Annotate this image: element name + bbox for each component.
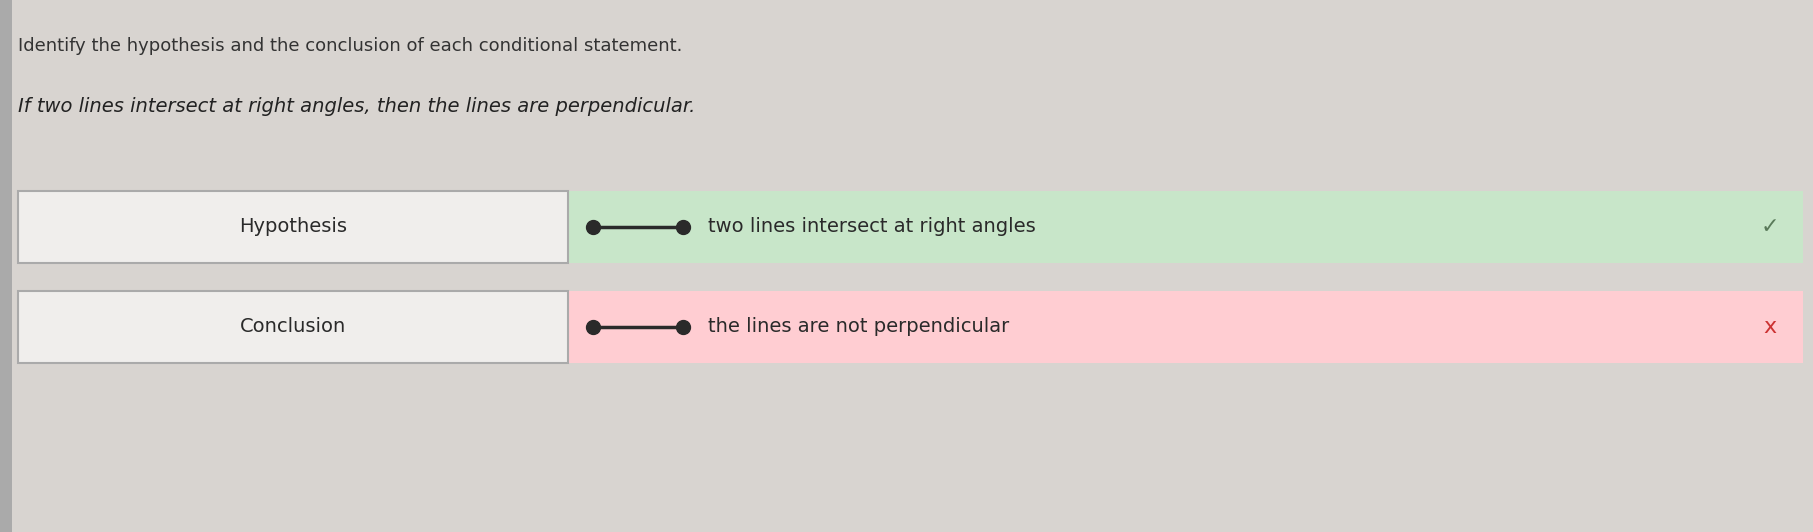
FancyBboxPatch shape (0, 0, 13, 532)
Text: the lines are not perpendicular: the lines are not perpendicular (709, 318, 1010, 337)
FancyBboxPatch shape (564, 291, 1802, 363)
Text: Hypothesis: Hypothesis (239, 218, 346, 237)
Text: Conclusion: Conclusion (239, 318, 346, 337)
Text: x: x (1764, 317, 1777, 337)
FancyBboxPatch shape (18, 291, 567, 363)
FancyBboxPatch shape (18, 191, 567, 263)
Text: two lines intersect at right angles: two lines intersect at right angles (709, 218, 1035, 237)
Text: Identify the hypothesis and the conclusion of each conditional statement.: Identify the hypothesis and the conclusi… (18, 37, 682, 55)
Text: If two lines intersect at right angles, then the lines are perpendicular.: If two lines intersect at right angles, … (18, 97, 696, 116)
Text: ✓: ✓ (1760, 217, 1779, 237)
FancyBboxPatch shape (564, 191, 1802, 263)
